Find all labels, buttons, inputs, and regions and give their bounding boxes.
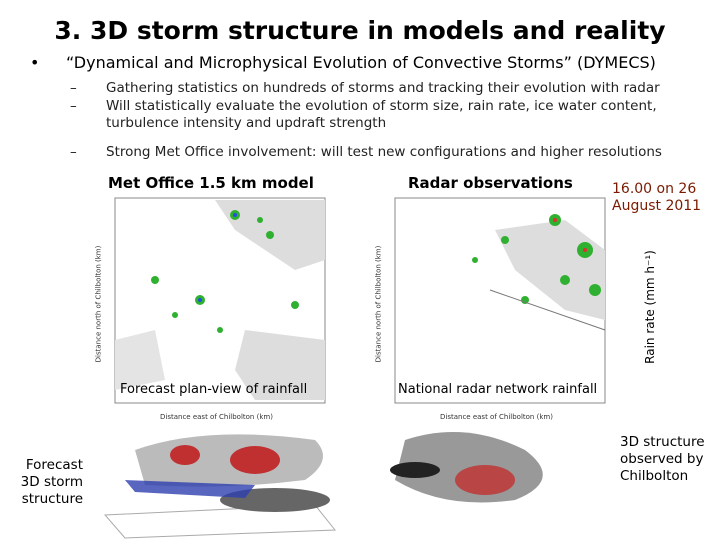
model-map	[114, 197, 326, 404]
date: 16.00 on 26 August 2011	[612, 181, 702, 214]
sub-bullet-text: Gathering statistics on hundreds of stor…	[106, 80, 660, 96]
caption: National radar network rainfall	[398, 382, 598, 397]
side-label: Forecast 3D storm structure	[20, 457, 83, 507]
axis-label: Distance east of Chilbolton (km)	[440, 413, 553, 421]
caption: Radar observations	[408, 174, 573, 192]
sub-bullet-text: Will statistically evaluate the evolutio…	[106, 98, 657, 131]
radar-map	[394, 197, 606, 404]
sub-bullet-text: Strong Met Office involvement: will test…	[106, 144, 662, 160]
axis-label: Distance east of Chilbolton (km)	[160, 413, 273, 421]
side-label: 3D structure observed by Chilbolton	[620, 434, 705, 484]
bullet-text: “Dynamical and Microphysical Evolution o…	[66, 53, 656, 72]
caption: Forecast plan-view of rainfall	[120, 382, 308, 397]
axis-label: Distance north of Chilbolton (km)	[374, 245, 383, 363]
title: 3. 3D storm structure in models and real…	[54, 16, 666, 45]
3d-views	[103, 432, 543, 539]
axis-label: Distance north of Chilbolton (km)	[94, 245, 103, 363]
caption: Met Office 1.5 km model	[108, 174, 314, 192]
colorbar-label: Rain rate (mm h⁻¹)	[643, 250, 657, 364]
maps	[114, 197, 606, 404]
